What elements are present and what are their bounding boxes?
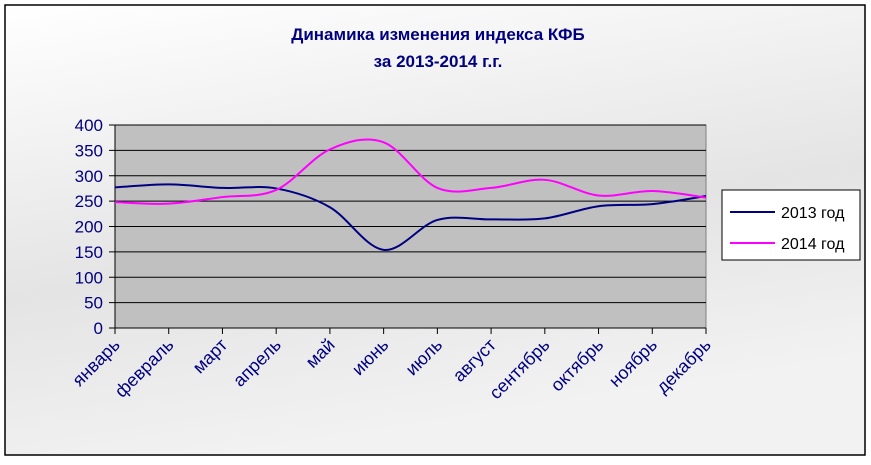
chart-subtitle: за 2013-2014 г.г.	[374, 52, 503, 71]
y-tick-label: 50	[84, 294, 103, 313]
legend-label: 2014 год	[781, 236, 845, 253]
y-tick-label: 250	[75, 192, 103, 211]
legend	[721, 189, 861, 261]
y-tick-label: 150	[75, 243, 103, 262]
series-line	[114, 138, 707, 205]
y-tick-label: 300	[75, 167, 103, 186]
y-tick-label: 200	[75, 218, 103, 237]
legend-label: 2013 год	[781, 205, 845, 222]
chart-title: Динамика изменения индекса КФБ	[291, 25, 585, 44]
y-tick-label: 400	[75, 116, 103, 135]
y-tick-label: 350	[75, 141, 103, 160]
y-tick-label: 100	[75, 268, 103, 287]
series-line	[114, 183, 707, 251]
y-tick-label: 0	[94, 319, 103, 338]
